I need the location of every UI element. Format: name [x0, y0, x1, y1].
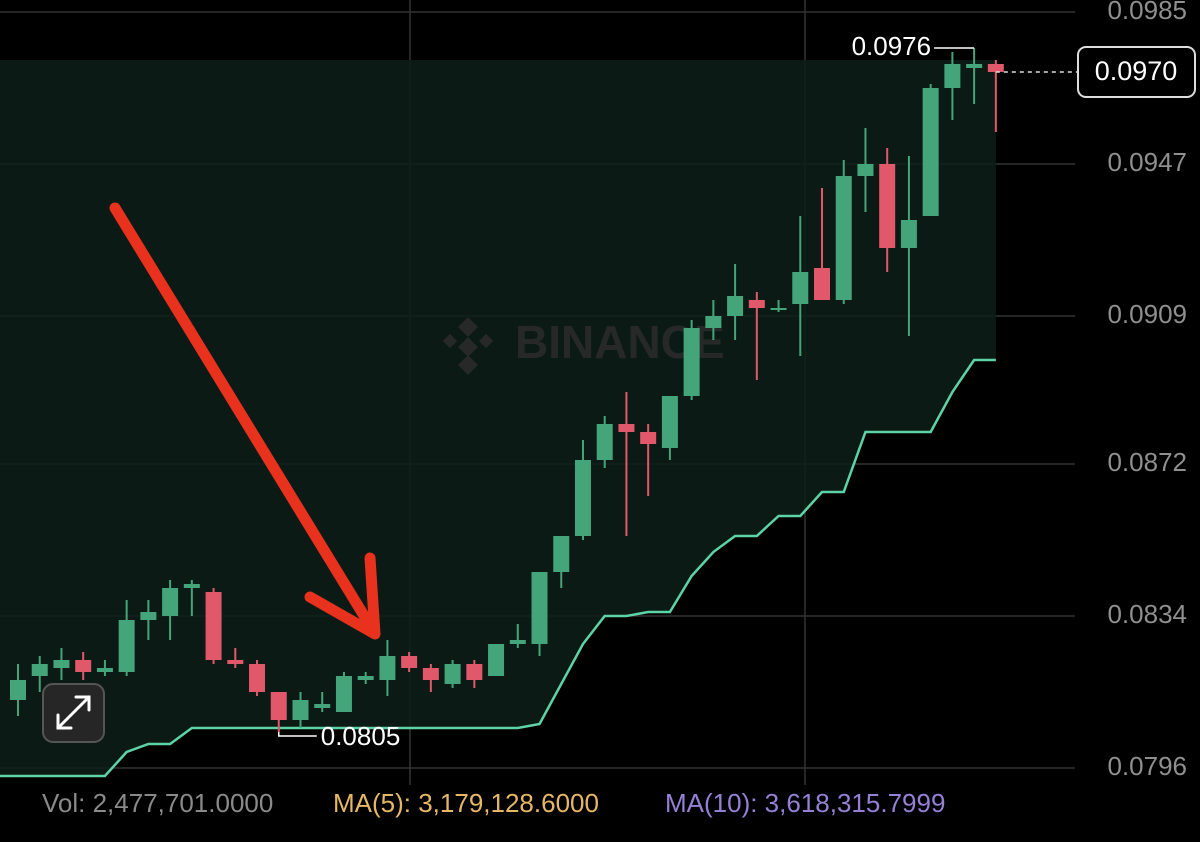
candle-body [640, 432, 657, 444]
candle-body [596, 424, 613, 460]
candle-body [987, 64, 1004, 72]
y-tick-label: 0.0947 [1107, 147, 1187, 177]
watermark-logo [442, 317, 494, 375]
candle-body [900, 220, 917, 248]
candle-body [705, 316, 722, 328]
low-marker-line [278, 732, 317, 737]
candle-body [379, 656, 396, 680]
y-tick-label: 0.0796 [1107, 751, 1187, 781]
candle-body [727, 296, 744, 316]
candle-body [814, 268, 831, 300]
candle-body [205, 592, 222, 660]
candle-body [944, 64, 961, 88]
labels: 0.0796 0.0834 0.0872 0.0909 0.0947 0.0985 0.09… [278, 0, 1196, 781]
candle-body [118, 620, 135, 672]
candle-body [31, 664, 48, 676]
ma10-text: MA(10): 3,618,315.7999 [665, 788, 945, 818]
candle-body [792, 272, 809, 304]
candle-body [401, 656, 418, 668]
candle-body [466, 664, 483, 680]
candle-body [488, 644, 505, 676]
last-price-label: 0.0970 [1095, 56, 1178, 86]
high-label: 0.0976 [852, 31, 932, 61]
last-price-box [1077, 46, 1196, 98]
candles [10, 48, 1004, 732]
candle-body [683, 328, 700, 396]
candle-body [335, 676, 352, 712]
candle-body [748, 300, 765, 308]
candle-body [75, 660, 92, 672]
candle-body [96, 668, 113, 672]
annotation-arrow [109, 202, 381, 640]
low-label: 0.0805 [321, 721, 401, 751]
candle-body [509, 640, 526, 644]
candle-body [857, 164, 874, 176]
candle-body [444, 664, 461, 684]
candle-body [422, 668, 439, 680]
candle-body [227, 660, 244, 664]
candle-body [574, 460, 591, 536]
band-area [0, 60, 996, 776]
candle-body [314, 704, 331, 708]
candle-body [770, 308, 787, 310]
candle-body [553, 536, 570, 572]
candle-body [183, 584, 200, 588]
candle-body [879, 164, 896, 248]
y-tick-label: 0.0985 [1107, 0, 1187, 25]
candle-body [661, 396, 678, 448]
candle-body [10, 680, 26, 700]
expand-button[interactable] [42, 683, 105, 743]
candle-body [162, 588, 179, 616]
candle-body [249, 664, 266, 692]
candle-body [966, 64, 983, 68]
candle-body [618, 424, 635, 432]
candle-body [292, 700, 309, 720]
candle-body [357, 676, 374, 680]
y-tick-label: 0.0834 [1107, 599, 1187, 629]
ma5-text: MA(5): 3,179,128.6000 [333, 788, 599, 818]
candle-body [270, 692, 287, 720]
candle-body [922, 88, 939, 216]
candle-body [531, 572, 548, 644]
volume-text: Vol: 2,477,701.0000 [42, 788, 273, 818]
candle-body [835, 176, 852, 300]
band-line [0, 358, 996, 778]
candle-body [53, 660, 70, 668]
y-tick-label: 0.0872 [1107, 447, 1187, 477]
band-layer [0, 60, 996, 778]
candle-body [140, 612, 157, 620]
y-tick-label: 0.0909 [1107, 299, 1187, 329]
